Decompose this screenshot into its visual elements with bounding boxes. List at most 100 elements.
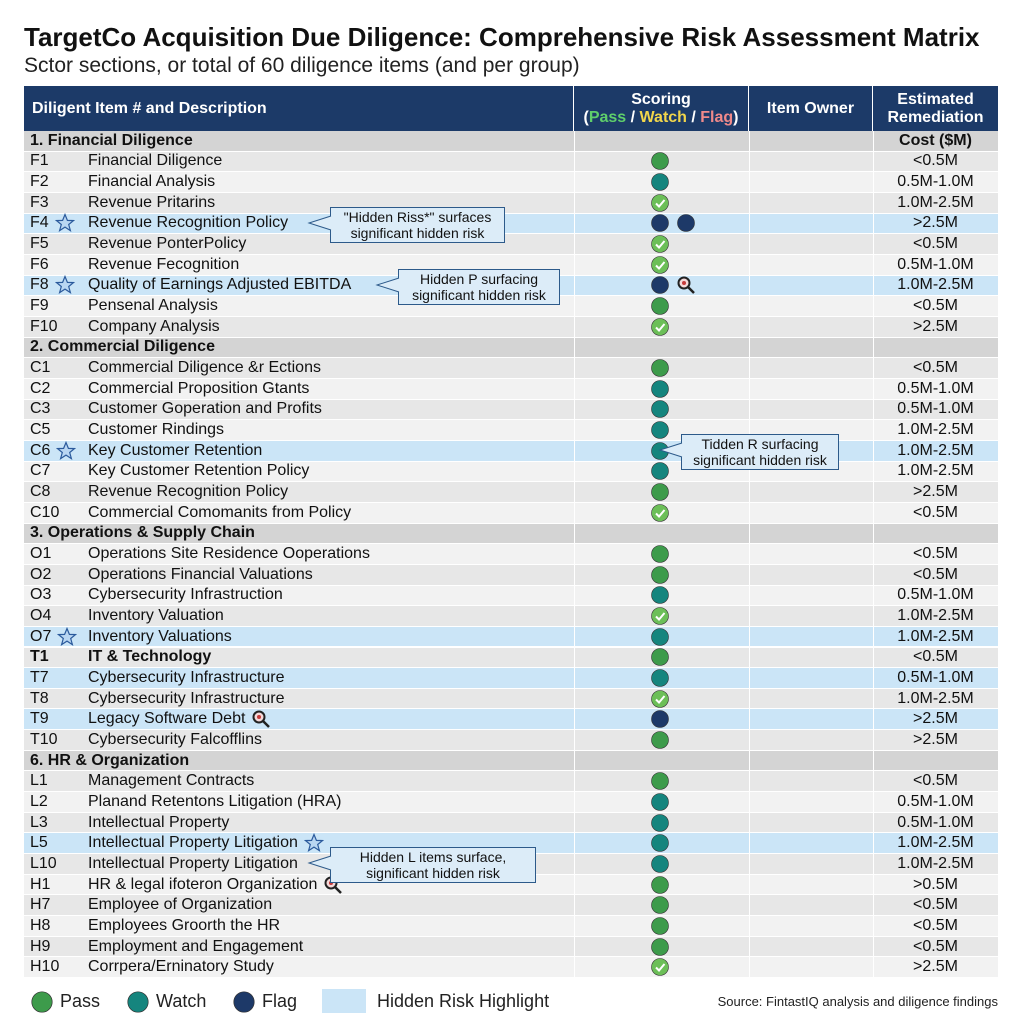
col-divider	[574, 688, 575, 709]
desc-cell: Quality of Earnings Adjusted EBITDA	[88, 276, 351, 296]
score-cell	[650, 400, 670, 420]
item-row: C1 Commercial Diligence &r Ections <0.5M	[24, 358, 998, 379]
pass-icon	[651, 152, 669, 171]
score-cell	[650, 482, 670, 502]
score-cell	[650, 234, 670, 254]
col-divider	[749, 585, 750, 606]
desc-cell: Financial Diligence	[88, 152, 222, 172]
cost: Cost ($M)	[899, 131, 972, 149]
item-id: L10	[30, 854, 57, 872]
col-divider	[749, 792, 750, 812]
item-description: Commercial Diligence &r Ections	[88, 359, 321, 377]
desc-cell: Inventory Valuations	[88, 627, 232, 647]
item-row: C2 Commercial Proposition Gtants 0.5M-1.0M	[24, 378, 998, 400]
callout: Hidden P surfacing significant hidden ri…	[398, 268, 560, 305]
col-divider	[749, 378, 750, 399]
score-cell	[650, 317, 670, 337]
id-cell: H7	[30, 895, 90, 915]
item-id: H9	[30, 937, 51, 955]
item-row: T7 Cybersecurity Infrastructure 0.5M-1.0M	[24, 668, 998, 689]
desc-cell: Revenue PonterPolicy	[88, 234, 246, 254]
item-id: F2	[30, 173, 49, 191]
legend-label: Hidden Risk Highlight	[377, 991, 550, 1011]
cost: >2.5M	[913, 710, 958, 728]
item-id: C3	[30, 400, 51, 418]
watch-icon	[651, 379, 669, 398]
id-cell: C2	[30, 379, 90, 399]
col-divider	[749, 523, 750, 544]
item-row: F1 Financial Diligence <0.5M	[24, 151, 998, 173]
id-cell: O7	[30, 626, 90, 647]
item-id: F5	[30, 235, 49, 253]
legend-label: Pass	[60, 991, 101, 1011]
cost: 1.0M-2.5M	[897, 462, 974, 480]
col-divider	[574, 544, 575, 564]
cost: <0.5M	[913, 896, 958, 914]
col-divider	[873, 833, 874, 854]
item-id: T10	[30, 730, 58, 748]
col-divider	[873, 296, 874, 316]
cost: 1.0M-2.5M	[897, 421, 974, 439]
item-row: C6 Key Customer Retention 1.0M-2.5M	[24, 440, 998, 462]
col-divider	[873, 564, 874, 585]
id-cell: F3	[30, 193, 90, 213]
cost: <0.5M	[913, 359, 958, 377]
col-divider	[574, 420, 575, 440]
item-id: H7	[30, 896, 51, 914]
score-cell	[650, 833, 670, 853]
col-divider	[749, 709, 750, 730]
score-cell	[650, 957, 670, 977]
item-id: F3	[30, 193, 49, 211]
col-divider	[574, 585, 575, 606]
watch-icon	[651, 400, 669, 419]
item-row: C7 Key Customer Retention Policy 1.0M-2.5M	[24, 461, 998, 483]
score-cell	[650, 709, 670, 729]
cost: 1.0M-2.5M	[897, 441, 974, 459]
star-icon	[54, 275, 75, 295]
section-title: 1. Financial Diligence	[30, 131, 193, 149]
col-divider	[873, 523, 874, 544]
desc-cell: Commercial Proposition Gtants	[88, 379, 309, 399]
item-id: F9	[30, 297, 49, 315]
col-divider	[574, 792, 575, 812]
col-divider	[749, 461, 750, 482]
col-divider	[574, 192, 575, 213]
item-id: C8	[30, 483, 51, 501]
legend-label: Flag	[262, 991, 298, 1011]
id-cell: F4	[30, 213, 90, 234]
item-row: C10 Commercial Comomanits from Policy <0.5…	[24, 502, 998, 524]
item-id: O1	[30, 545, 52, 563]
desc-cell: Key Customer Retention Policy	[88, 462, 309, 482]
col-divider	[873, 688, 874, 709]
score-cell	[650, 586, 670, 606]
col-divider	[574, 440, 575, 461]
col-divider	[749, 502, 750, 523]
desc-cell: Employee of Organization	[88, 895, 272, 915]
check-icon	[651, 235, 669, 253]
item-row: O4 Inventory Valuation 1.0M-2.5M	[24, 606, 998, 627]
desc-cell: Revenue Recognition Policy	[88, 482, 288, 502]
item-description: Revenue Recognition Policy	[88, 483, 289, 501]
col-divider	[574, 378, 575, 399]
col-divider	[873, 957, 874, 978]
col-divider	[749, 213, 750, 234]
id-cell: T1	[30, 648, 90, 668]
col-divider	[749, 358, 750, 378]
desc-cell: Cybersecurity Falcofflins	[88, 730, 262, 750]
scoring-part: Watch	[639, 108, 687, 126]
col-divider	[873, 482, 874, 502]
star-icon	[54, 213, 75, 233]
item-description: Commercial Comomanits from Policy	[88, 503, 352, 521]
id-cell: T7	[30, 668, 90, 688]
flag-icon	[233, 991, 255, 1013]
cost: 0.5M-1.0M	[897, 400, 974, 418]
item-description: Intellectual Property	[88, 813, 230, 831]
header-owner: Item Owner	[749, 86, 873, 131]
id-cell: C3	[30, 400, 90, 420]
col-divider	[873, 647, 874, 668]
item-row: F4 Revenue Recognition Policy >2.5M	[24, 213, 998, 235]
item-id: O3	[30, 586, 52, 604]
col-divider	[873, 131, 874, 151]
header-scoring: Scoring (Pass / Watch / Flag)	[574, 86, 749, 131]
cost: <0.5M	[913, 235, 958, 253]
